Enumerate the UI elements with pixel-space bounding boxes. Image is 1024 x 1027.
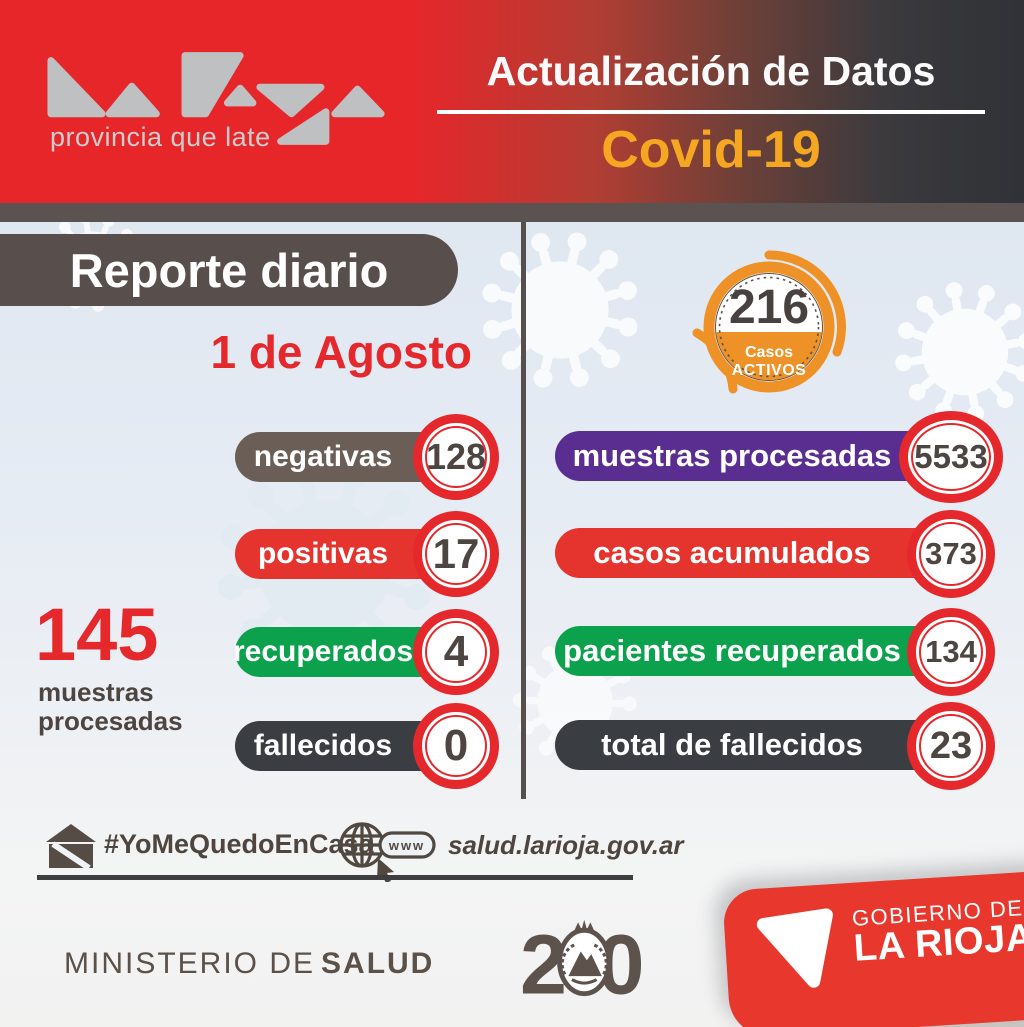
cursor-icon: [377, 858, 394, 882]
samples-processed-label: muestras procesadas: [38, 677, 183, 737]
gov-triangle-icon: [756, 908, 833, 988]
stat-label: pacientes recuperados: [563, 633, 901, 668]
government-name: GOBIERNO DE LA RIOJA: [851, 895, 1024, 970]
stat-value: 5533: [914, 438, 988, 475]
stat-label: negativas: [253, 440, 393, 473]
stat-label: fallecidos: [253, 729, 393, 762]
header-title: Actualización de Datos: [486, 48, 936, 94]
ministry-bold: SALUD: [321, 947, 435, 980]
stat-value: 128: [425, 436, 487, 477]
header-banner: provincia que late Actualización de Dato…: [0, 0, 1024, 203]
header-subtitle: Covid-19: [601, 121, 821, 179]
brand-tagline: provincia que late: [50, 122, 271, 152]
hashtag-text: #YoMeQuedoEnCasa: [104, 829, 374, 859]
stat-value: 23: [929, 724, 973, 767]
report-title: Reporte diario: [69, 243, 389, 297]
active-cases-label1: Casos: [745, 344, 793, 361]
stat-badge: 373: [907, 510, 995, 598]
footer-divider: [37, 875, 633, 880]
stat-badge: 23: [907, 702, 995, 790]
website-url: salud.larioja.gov.ar: [448, 830, 684, 860]
www-label: www: [388, 838, 425, 853]
stat-badge: 128: [413, 414, 499, 500]
government-ribbon: GOBIERNO DE LA RIOJA: [722, 870, 1024, 1027]
active-cases-label2: ACTIVOS: [732, 362, 807, 379]
header-divider: [437, 110, 985, 114]
active-cases-value: 216: [729, 281, 809, 334]
stat-badge: 134: [907, 608, 995, 696]
stat-label: positivas: [257, 537, 389, 570]
samples-label-line2: procesadas: [38, 706, 183, 737]
stat-label: total de fallecidos: [601, 727, 863, 762]
report-date: 1 de Agosto: [210, 326, 472, 378]
samples-processed-value: 145: [35, 593, 159, 676]
stat-value: 373: [925, 536, 977, 571]
stat-label: recuperados: [232, 635, 414, 668]
stat-value: 17: [432, 530, 480, 577]
samples-label-line1: muestras: [38, 677, 154, 707]
column-divider: [521, 222, 526, 799]
stat-value: 0: [443, 721, 469, 770]
ministry-title: MINISTERIO DE SALUD: [64, 947, 434, 981]
stat-label: casos acumulados: [593, 535, 871, 570]
house-icon: [46, 824, 96, 869]
stat-value: 4: [443, 627, 469, 676]
stat-badge: 0: [413, 703, 499, 789]
stat-badge: 17: [413, 511, 499, 597]
gov-line2: LA RIOJA: [852, 916, 1024, 970]
header-bottom-bar: [0, 203, 1024, 222]
la-rioja-logo-icon: [47, 52, 385, 145]
stat-value: 134: [925, 634, 977, 669]
globe-www-icon: www: [339, 822, 436, 882]
active-cases-badge: 216 Casos ACTIVOS: [692, 250, 846, 394]
bicentennial-logo: 2 0: [520, 918, 644, 1008]
bicentennial-emblem: [557, 919, 612, 997]
stat-badge: 4: [413, 609, 499, 695]
stat-badge: 5533: [899, 411, 1003, 503]
report-title-pill: Reporte diario: [0, 234, 458, 306]
stat-label: muestras procesadas: [572, 438, 892, 473]
ministry-regular: MINISTERIO DE: [64, 947, 316, 980]
